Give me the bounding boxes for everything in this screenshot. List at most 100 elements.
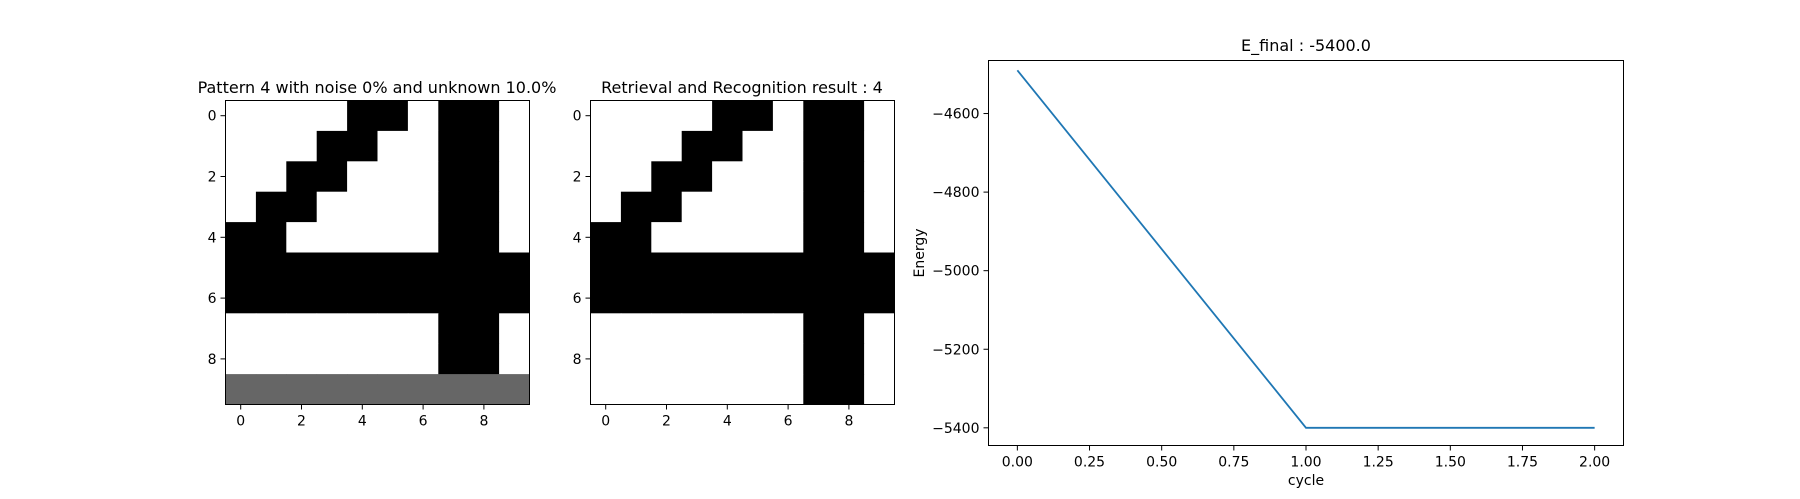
pixel-cell xyxy=(347,191,378,223)
pixel-cell xyxy=(864,161,895,193)
pixel-cell xyxy=(590,252,622,284)
pixel-cell xyxy=(803,191,835,223)
x-tick-label: 4 xyxy=(723,414,732,430)
pixel-cell xyxy=(407,161,439,193)
pixel-cell xyxy=(681,100,713,132)
pixel-cell xyxy=(468,222,500,253)
pixel-cell xyxy=(833,130,865,162)
pixel-cell xyxy=(407,282,439,314)
x-tick-label: 0.00 xyxy=(1002,455,1033,471)
pixel-cell xyxy=(499,130,530,162)
y-tick-label: 4 xyxy=(573,230,582,246)
pixel-cell xyxy=(712,252,743,284)
pixel-cell xyxy=(681,130,713,162)
y-tick-label: 6 xyxy=(208,291,217,307)
pixel-cell xyxy=(316,100,348,132)
pixel-cell xyxy=(681,161,713,193)
pixel-cell xyxy=(833,100,865,132)
pixel-cell xyxy=(438,161,470,193)
pixel-cell xyxy=(803,161,835,193)
pixel-cell xyxy=(742,343,774,375)
pixel-cell xyxy=(864,282,895,314)
pixel-cell xyxy=(590,100,622,132)
pixel-cell xyxy=(468,252,500,284)
pixel-cell xyxy=(255,343,287,375)
pixel-cell xyxy=(681,343,713,375)
pixel-cell xyxy=(255,191,287,223)
pixel-cell xyxy=(499,374,530,405)
pixel-cell xyxy=(712,343,743,375)
pixel-cell xyxy=(438,252,470,284)
y-tick-label: 6 xyxy=(573,291,582,307)
pixel-cell xyxy=(225,313,257,345)
pixel-cell xyxy=(316,130,348,162)
pixel-cell xyxy=(864,313,895,345)
pixel-cell xyxy=(742,252,774,284)
pixel-cell xyxy=(438,191,470,223)
pixel-cell xyxy=(316,374,348,405)
pixel-cell xyxy=(772,252,804,284)
pixel-cell xyxy=(286,343,318,375)
pixel-cell xyxy=(255,313,287,345)
pixel-cell xyxy=(590,191,622,223)
pixel-cell xyxy=(347,313,378,345)
pixel-cell xyxy=(377,343,409,375)
pixel-cell xyxy=(620,313,652,345)
x-tick-label: 8 xyxy=(844,414,853,430)
pixel-cell xyxy=(620,252,652,284)
pixel-cell xyxy=(407,343,439,375)
pixel-cell xyxy=(316,161,348,193)
y-tick-label: 0 xyxy=(208,109,217,125)
pixel-cell xyxy=(499,252,530,284)
pixel-cell xyxy=(864,343,895,375)
y-tick-label: 0 xyxy=(573,109,582,125)
x-tick-label: 8 xyxy=(479,414,488,430)
pixel-cell xyxy=(316,252,348,284)
pixel-cell xyxy=(620,130,652,162)
retrieval-result-grid xyxy=(590,100,895,405)
pixel-cell xyxy=(712,313,743,345)
x-tick-label: 1.75 xyxy=(1507,455,1538,471)
pixel-cell xyxy=(590,130,622,162)
pixel-cell xyxy=(651,343,683,375)
retrieval-result-panel: Retrieval and Recognition result : 4 0 2 4… xyxy=(573,78,895,430)
y-tick-label: 8 xyxy=(573,352,582,368)
pixel-cell xyxy=(438,374,470,405)
input-pattern-grid xyxy=(225,100,530,405)
pixel-cell xyxy=(255,100,287,132)
pixel-cell xyxy=(772,161,804,193)
pixel-cell xyxy=(255,130,287,162)
pixel-cell xyxy=(590,374,622,405)
pixel-cell xyxy=(620,343,652,375)
pixel-cell xyxy=(651,222,683,253)
pixel-cell xyxy=(833,313,865,345)
energy-series-line xyxy=(1016,69,1595,429)
y-tick-label: 4 xyxy=(208,230,217,246)
pixel-cell xyxy=(803,282,835,314)
pixel-cell xyxy=(286,161,318,193)
input-pattern-frame xyxy=(225,100,530,405)
input-pattern-title: Pattern 4 with noise 0% and unknown 10.0… xyxy=(198,78,557,97)
pixel-cell xyxy=(407,252,439,284)
pixel-cell xyxy=(377,282,409,314)
pixel-cell xyxy=(316,282,348,314)
energy-chart-ticks: 0.00 0.25 0.50 0.75 1.00 1.25 1.50 1.75 2.00 −460… xyxy=(932,107,1610,471)
pixel-cell xyxy=(347,100,378,132)
pixel-cell xyxy=(377,191,409,223)
y-tick-label: 8 xyxy=(208,352,217,368)
energy-chart-title: E_final : -5400.0 xyxy=(1241,36,1371,56)
pixel-cell xyxy=(590,161,622,193)
pixel-cell xyxy=(681,313,713,345)
pixel-cell xyxy=(803,343,835,375)
pixel-cell xyxy=(833,222,865,253)
x-tick-label: 2 xyxy=(297,414,306,430)
pixel-cell xyxy=(377,313,409,345)
pixel-cell xyxy=(286,282,318,314)
pixel-cell xyxy=(833,374,865,405)
pixel-cell xyxy=(407,374,439,405)
pixel-cell xyxy=(681,252,713,284)
pixel-cell xyxy=(377,130,409,162)
pixel-cell xyxy=(225,130,257,162)
pixel-cell xyxy=(499,161,530,193)
energy-chart-frame xyxy=(988,60,1624,446)
